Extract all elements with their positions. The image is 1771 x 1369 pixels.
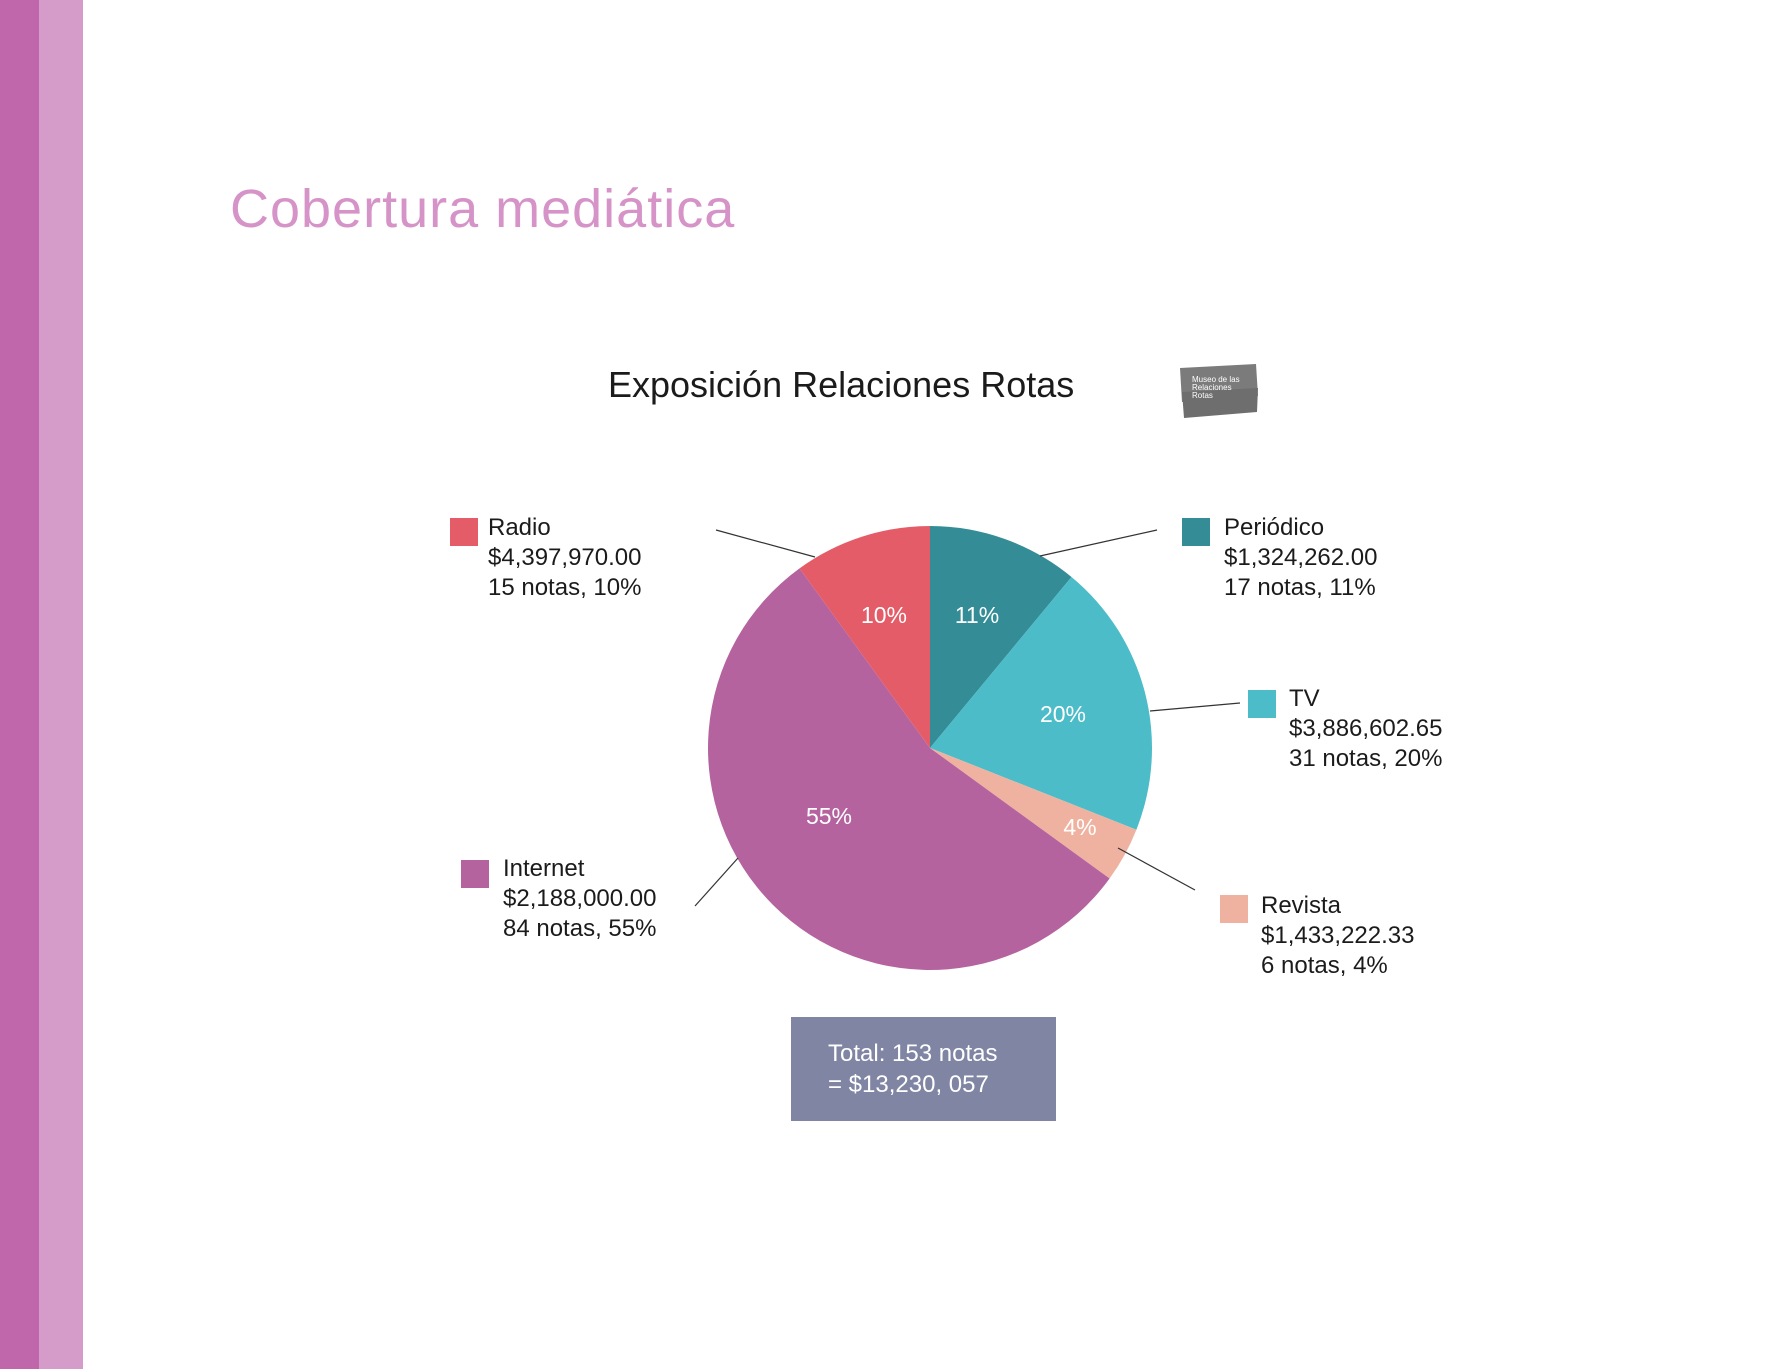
legend-amount-radio: $4,397,970.00 — [488, 544, 642, 571]
legend-amount-tv: $3,886,602.65 — [1289, 715, 1443, 742]
legend-swatch-radio — [450, 518, 478, 546]
pie-slice-radio — [799, 526, 930, 748]
total-summary-box: Total: 153 notas = $13,230, 057 — [791, 1017, 1056, 1121]
legend-detail-internet: 84 notas, 55% — [503, 915, 657, 942]
slice-label-tv: 20% — [1040, 701, 1086, 727]
page-title: Cobertura mediática — [230, 179, 736, 239]
slice-label-internet: 55% — [806, 803, 852, 829]
legend-swatch-periodico — [1182, 518, 1210, 546]
legend-name-tv: TV — [1289, 685, 1320, 712]
total-notes: Total: 153 notas — [828, 1040, 998, 1067]
legend-detail-revista: 6 notas, 4% — [1261, 952, 1388, 979]
logo-line-3: Rotas — [1192, 391, 1213, 400]
pie-slice-internet — [708, 568, 1110, 970]
pie-slice-tv — [930, 576, 1153, 830]
legend-name-revista: Revista — [1261, 892, 1342, 919]
legend-swatch-tv — [1248, 690, 1276, 718]
slice-label-periodico: 11% — [955, 602, 999, 628]
legend-amount-revista: $1,433,222.33 — [1261, 922, 1415, 949]
legend-detail-tv: 31 notas, 20% — [1289, 745, 1443, 772]
pie-slice-revista — [930, 748, 1137, 879]
legend-detail-radio: 15 notas, 10% — [488, 574, 642, 601]
logo-line-1: Museo de las — [1192, 375, 1240, 384]
legend-amount-periodico: $1,324,262.00 — [1224, 544, 1378, 571]
pie-slice-periodico — [930, 526, 1072, 748]
slice-label-radio: 10% — [861, 602, 907, 628]
legend-name-internet: Internet — [503, 855, 585, 882]
total-amount: = $13,230, 057 — [828, 1071, 989, 1098]
slice-label-revista: 4% — [1063, 814, 1096, 840]
leader-line-periodico — [1039, 529, 1158, 557]
legend-name-radio: Radio — [488, 514, 551, 541]
leader-line-tv — [1149, 702, 1241, 712]
logo-line-2: Relaciones — [1192, 383, 1232, 392]
legend-swatch-internet — [461, 860, 489, 888]
legend-swatch-revista — [1220, 895, 1248, 923]
chart-title: Exposición Relaciones Rotas — [608, 364, 1075, 405]
left-accent-bar-light — [39, 0, 83, 1369]
legend-name-periodico: Periódico — [1224, 514, 1325, 541]
leader-line-internet — [694, 857, 739, 907]
leader-line-radio — [715, 529, 816, 558]
legend-amount-internet: $2,188,000.00 — [503, 885, 657, 912]
museum-logo: Museo de las Relaciones Rotas — [1180, 364, 1258, 418]
left-accent-bar-dark — [0, 0, 39, 1369]
legend-detail-periodico: 17 notas, 11% — [1224, 574, 1376, 601]
leader-line-revista — [1117, 847, 1196, 891]
